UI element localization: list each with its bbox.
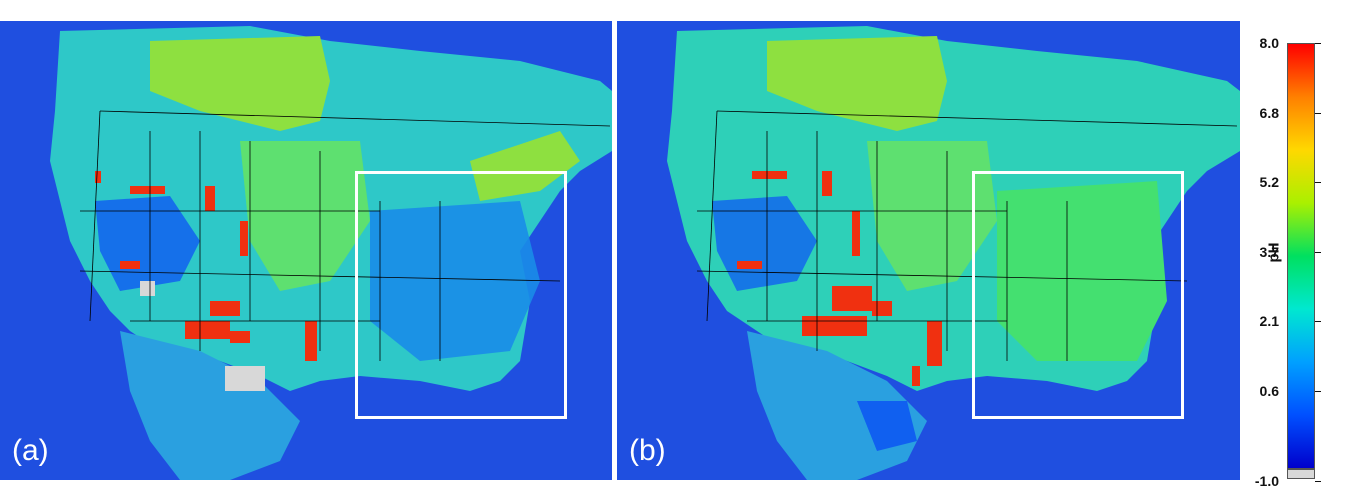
colorbar-missing-swatch — [1287, 469, 1315, 479]
colorbar-tick-label: 8.0 — [1259, 35, 1279, 51]
colorbar-tick-mark — [1315, 43, 1321, 44]
low-ph-east — [370, 201, 540, 361]
colorbar-title: pH — [1265, 242, 1283, 263]
colorbar-tick-label: 2.1 — [1259, 313, 1279, 329]
panel-label-a: (a) — [12, 434, 49, 467]
colorbar-gradient — [1287, 43, 1315, 469]
hotspot-cluster — [737, 171, 942, 386]
state-boundaries — [79, 110, 611, 361]
colorbar-tick-mark — [1315, 182, 1321, 183]
hotspot-cluster — [95, 171, 317, 361]
map-panel-a: (a) — [0, 21, 612, 480]
canada-green-zone — [767, 36, 947, 131]
colorbar-tick-mark — [1315, 391, 1321, 392]
colorbar: 8.0 6.8 5.2 3.7 2.1 0.6 -1.0 — [1255, 35, 1357, 489]
northeast-green-zone — [470, 131, 580, 201]
colorbar-tick-mark — [1315, 321, 1321, 322]
map-b-canvas — [617, 21, 1240, 480]
low-ph-mexico — [857, 401, 917, 451]
colorbar-tick-mark — [1315, 481, 1321, 482]
plains-green-zone — [867, 141, 997, 291]
colorbar-tick-label: 5.2 — [1259, 174, 1279, 190]
study-region-box-b — [972, 171, 1184, 419]
map-panel-b: (b) — [617, 21, 1240, 480]
east-green-zone — [997, 181, 1167, 361]
mexico-land — [120, 331, 300, 480]
map-a-canvas — [0, 21, 612, 480]
plains-green-zone — [240, 141, 370, 291]
colorbar-tick-mark — [1315, 252, 1321, 253]
colorbar-tick-label: 0.6 — [1259, 383, 1279, 399]
state-boundaries — [696, 110, 1238, 361]
colorbar-tick-label: -1.0 — [1254, 473, 1279, 489]
study-region-box-a — [355, 171, 567, 419]
missing-data — [140, 281, 265, 391]
canada-green-zone — [150, 36, 330, 131]
colorbar-tick-label: 6.8 — [1259, 105, 1279, 121]
colorbar-tick-label: 3.7 — [1259, 244, 1279, 260]
colorbar-tick-mark — [1315, 113, 1321, 114]
panel-label-b: (b) — [629, 434, 666, 467]
